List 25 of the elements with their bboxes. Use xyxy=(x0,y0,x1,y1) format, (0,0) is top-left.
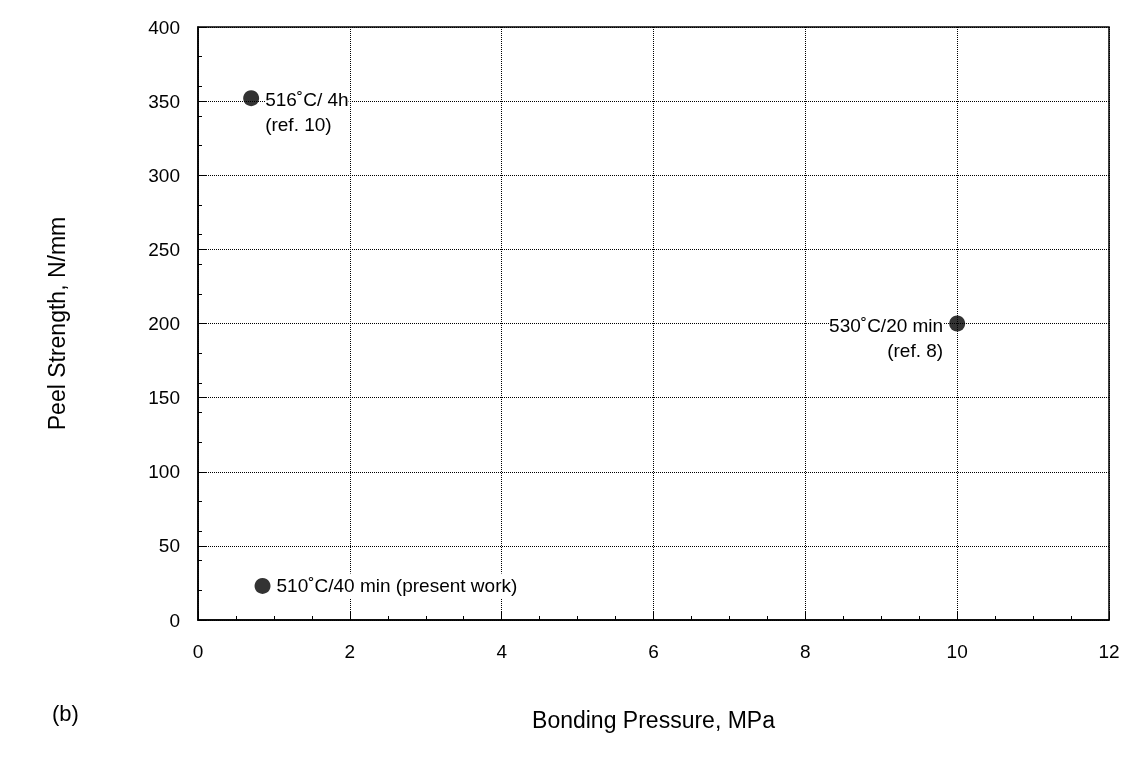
annotation: 530˚C/20 min (ref. 8) xyxy=(829,314,944,361)
y-tick-label: 50 xyxy=(158,535,180,557)
x-tick-label: 8 xyxy=(800,641,811,662)
y-tick-label: 0 xyxy=(169,609,180,631)
x-axis-title: Bonding Pressure, MPa xyxy=(532,706,776,733)
text: (b) xyxy=(52,700,79,726)
y-axis-title: Peel Strength, N/mm xyxy=(43,216,70,431)
point xyxy=(243,90,260,107)
x-tick-label: 12 xyxy=(1098,641,1120,662)
point xyxy=(949,315,966,332)
y-tick-label: 300 xyxy=(148,164,180,186)
y-tick-label: 250 xyxy=(148,238,180,260)
annotation: 516˚C/ 4h (ref. 10) xyxy=(265,89,349,136)
x-tick-label: 0 xyxy=(192,641,204,662)
annotation: 510˚C/40 min (present work) xyxy=(276,575,518,597)
y-tick-label: 100 xyxy=(148,461,180,483)
x-tick-label: 10 xyxy=(946,641,968,662)
y-tick-label: 200 xyxy=(148,313,180,334)
x-tick-label: 6 xyxy=(648,641,659,662)
y-tick-label: 350 xyxy=(148,90,180,112)
y-tick-label: 400 xyxy=(148,16,180,38)
x-tick-label: 2 xyxy=(344,641,356,662)
x-tick-label: 4 xyxy=(496,641,508,662)
point xyxy=(254,577,271,594)
y-tick-label: 150 xyxy=(148,387,180,409)
